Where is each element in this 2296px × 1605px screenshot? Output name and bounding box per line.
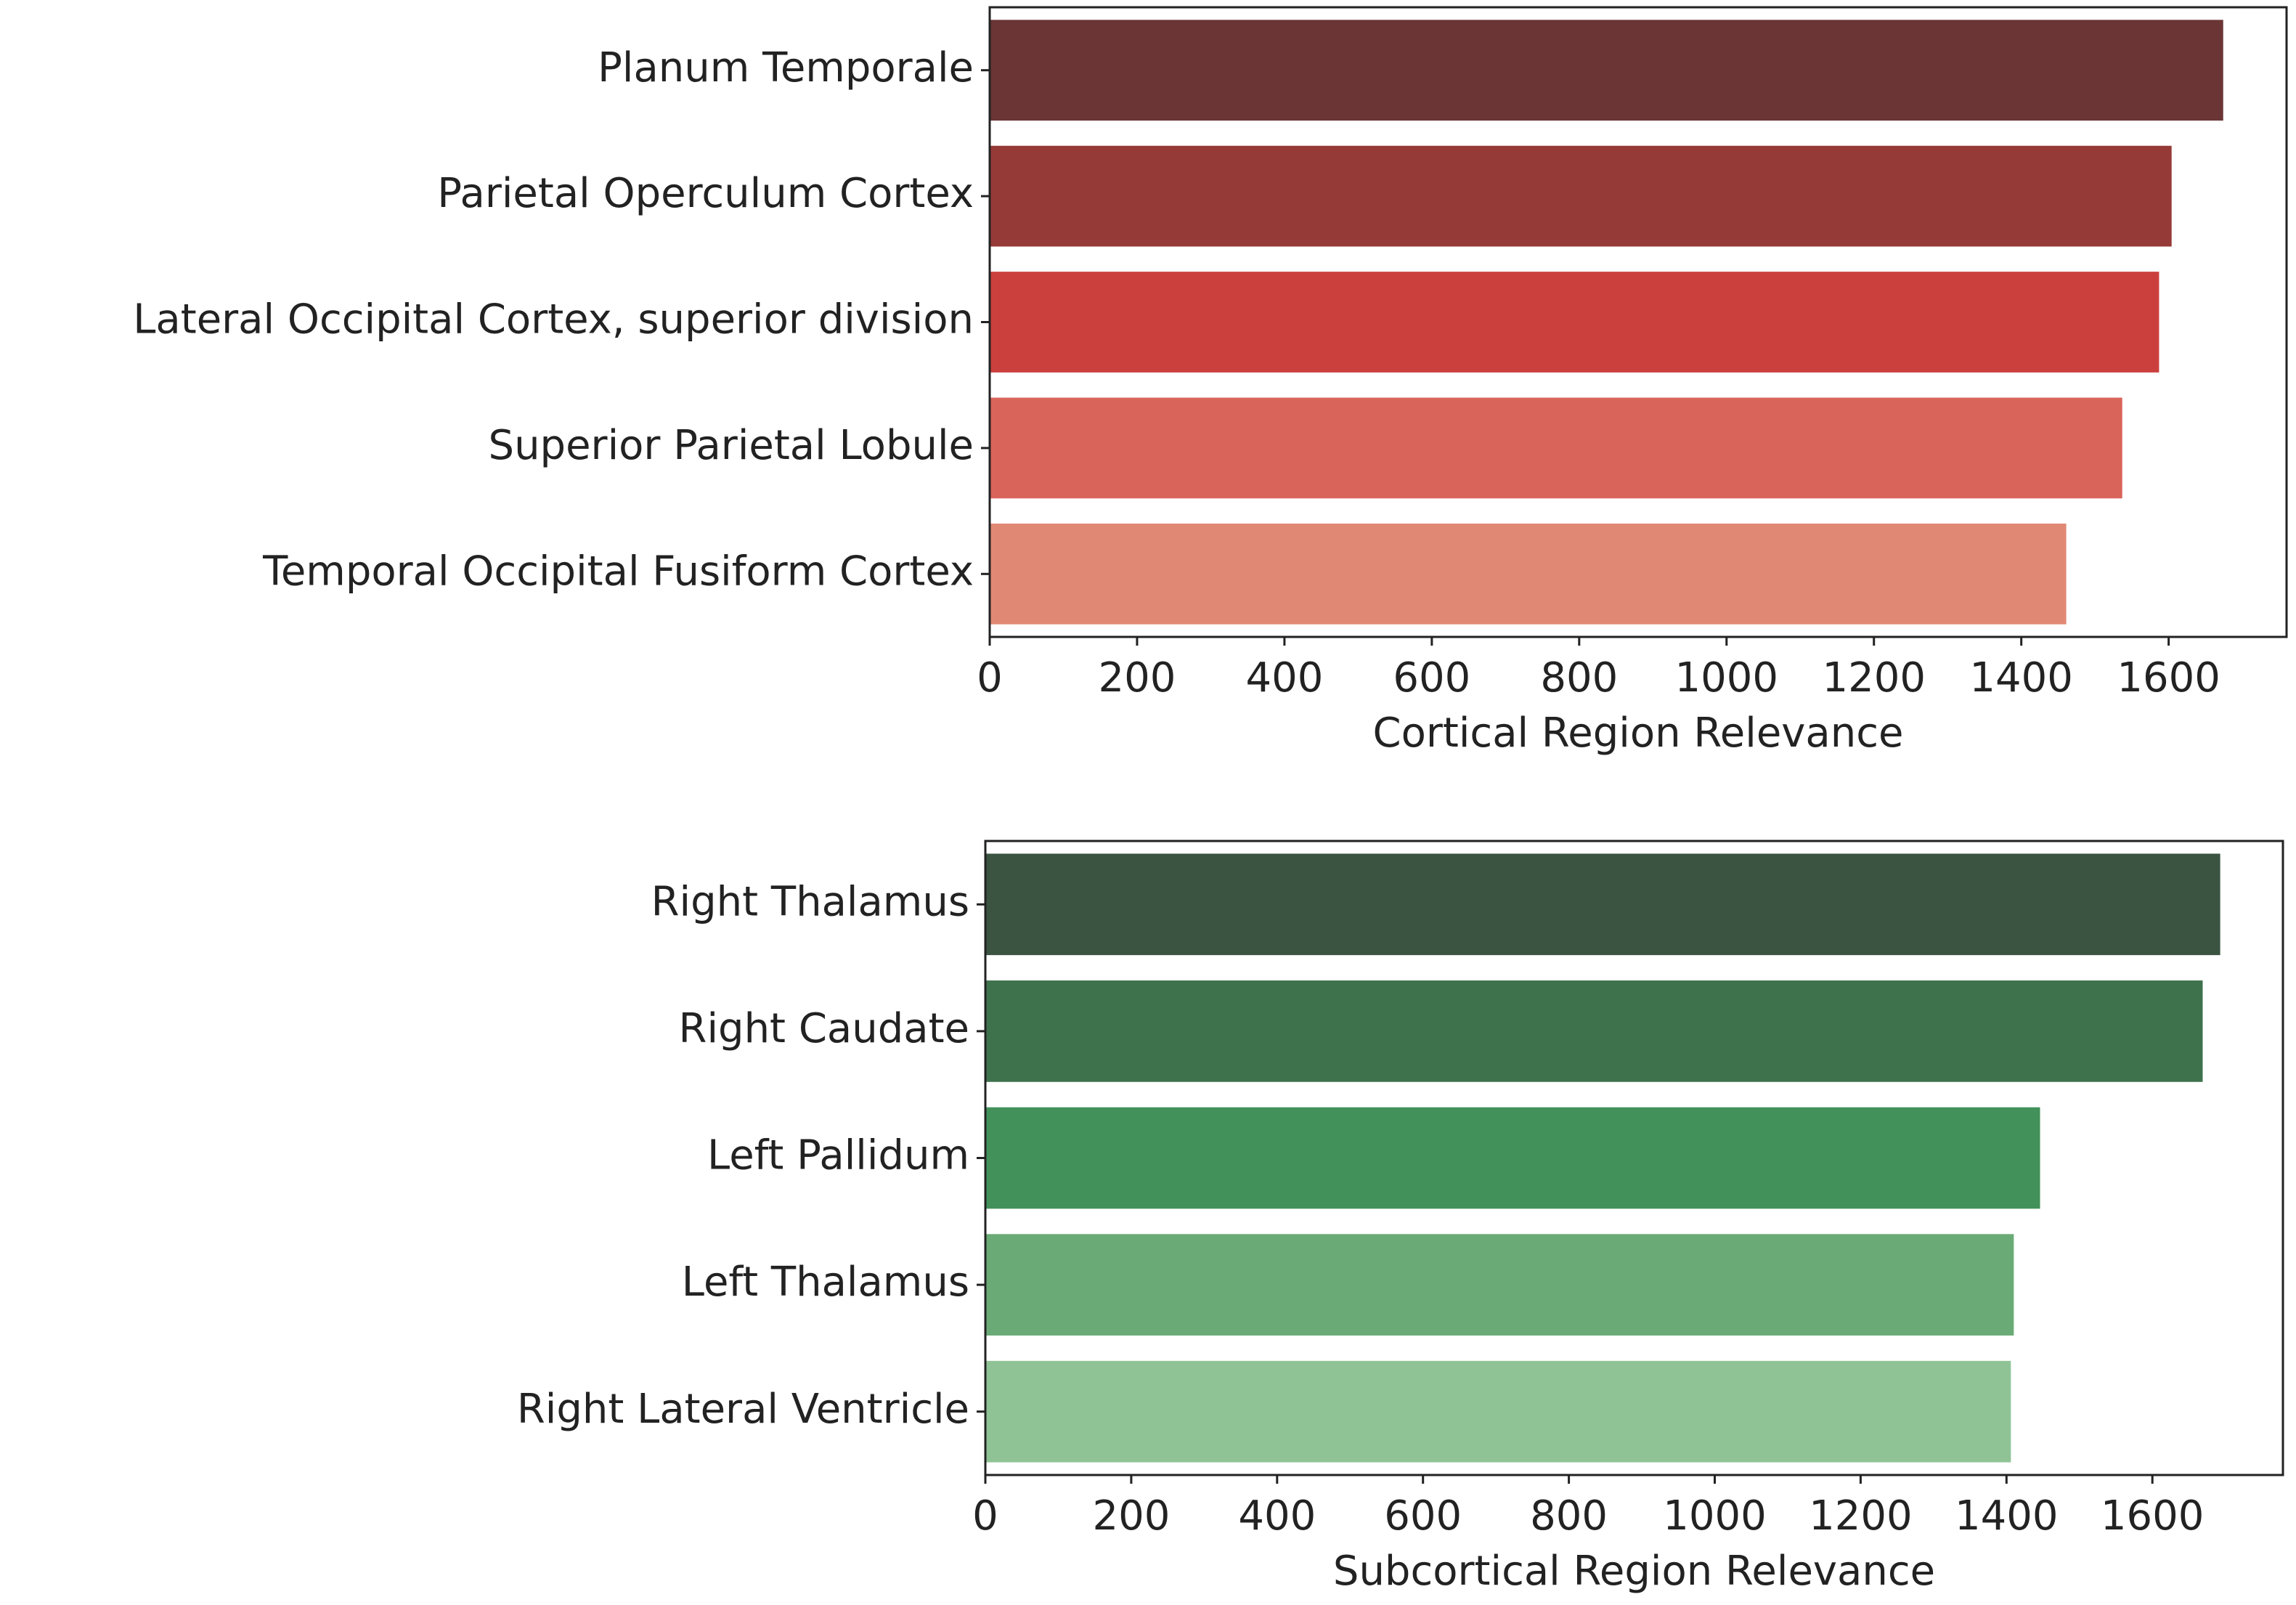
bar <box>985 1107 2040 1209</box>
x-tick-label: 1600 <box>2117 654 2220 702</box>
x-tick-label: 1000 <box>1675 654 1779 702</box>
bar <box>985 1360 2011 1463</box>
bar <box>985 980 2203 1082</box>
x-tick-label: 200 <box>1092 1492 1170 1540</box>
x-tick-label: 1200 <box>1822 654 1926 702</box>
y-tick-label: Left Thalamus <box>682 1259 969 1306</box>
x-tick-label: 1400 <box>1969 654 2073 702</box>
y-tick-label: Planum Temporale <box>598 44 974 92</box>
bar <box>990 397 2122 499</box>
bar <box>990 20 2223 121</box>
bar <box>985 1234 2014 1336</box>
x-axis-label: Subcortical Region Relevance <box>1333 1548 1935 1595</box>
x-tick-label: 1600 <box>2101 1492 2205 1540</box>
bar <box>990 523 2067 625</box>
x-tick-label: 1200 <box>1809 1492 1913 1540</box>
x-tick-label: 800 <box>1530 1492 1608 1540</box>
x-tick-label: 600 <box>1384 1492 1462 1540</box>
bar <box>990 145 2172 247</box>
x-tick-label: 200 <box>1099 654 1176 702</box>
y-tick-label: Right Thalamus <box>651 878 969 925</box>
x-tick-label: 0 <box>977 654 1003 702</box>
y-tick-label: Superior Parietal Lobule <box>489 422 974 469</box>
x-tick-label: 1000 <box>1663 1492 1767 1540</box>
y-tick-label: Left Pallidum <box>707 1132 969 1179</box>
x-tick-label: 600 <box>1393 654 1470 702</box>
y-tick-label: Lateral Occipital Cortex, superior divis… <box>133 296 974 344</box>
x-tick-label: 800 <box>1540 654 1618 702</box>
y-tick-label: Right Caudate <box>679 1005 969 1052</box>
bar <box>985 853 2220 956</box>
x-tick-label: 400 <box>1245 654 1323 702</box>
x-axis-label: Cortical Region Relevance <box>1373 710 1904 757</box>
x-tick-label: 400 <box>1238 1492 1316 1540</box>
x-tick-label: 1400 <box>1955 1492 2059 1540</box>
y-tick-label: Parietal Operculum Cortex <box>437 170 974 217</box>
y-tick-label: Right Lateral Ventricle <box>517 1386 969 1433</box>
bar <box>990 272 2159 373</box>
plot-frame <box>984 840 2284 1476</box>
y-tick-label: Temporal Occipital Fusiform Cortex <box>262 548 974 595</box>
plot-frame <box>988 6 2288 638</box>
x-tick-label: 0 <box>972 1492 998 1540</box>
